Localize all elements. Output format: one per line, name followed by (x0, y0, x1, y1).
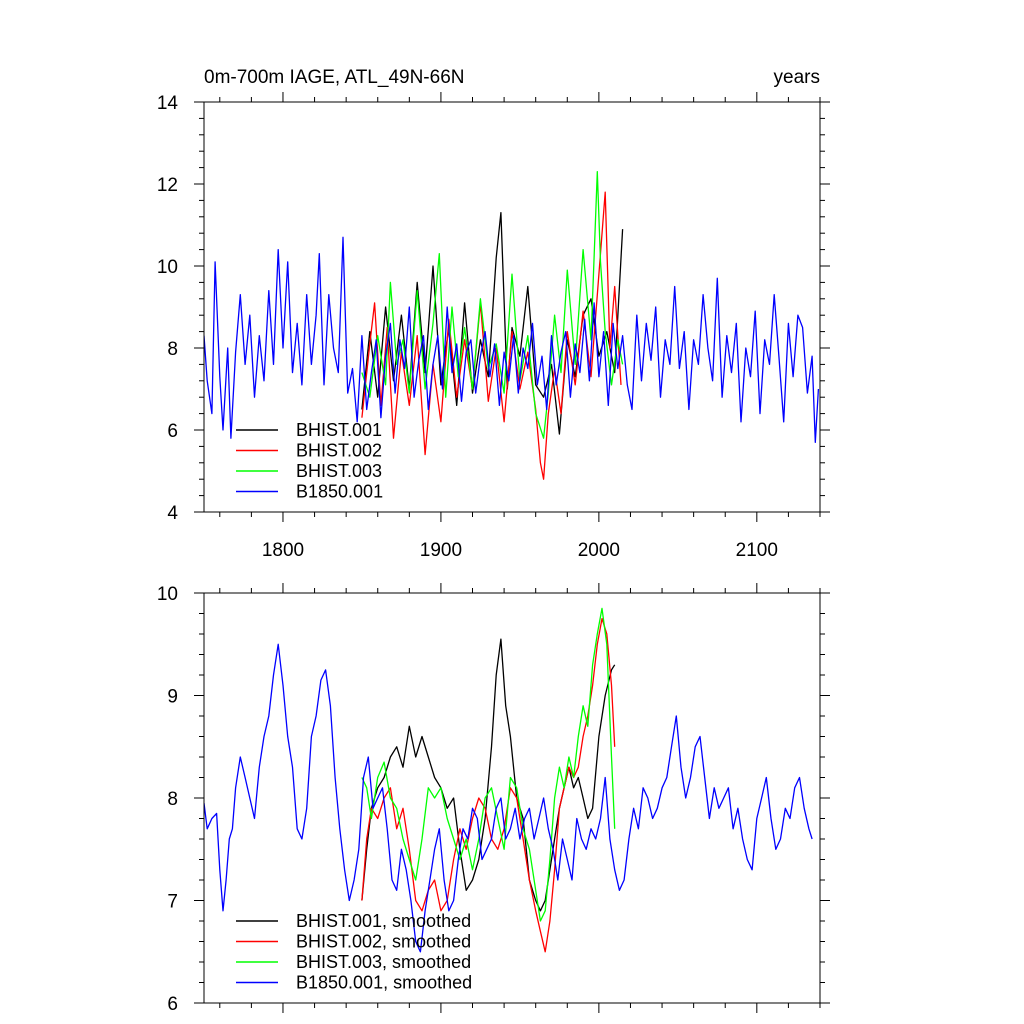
series-line (204, 236, 820, 443)
legend-label: BHIST.003 (296, 461, 382, 481)
plot-frame (203, 101, 821, 513)
series-line (361, 617, 616, 953)
x-tick-label: 2000 (578, 540, 620, 561)
y-tick-label: 10 (157, 257, 178, 278)
y-tick-label: 8 (167, 339, 178, 360)
y-tick-label: 7 (167, 892, 178, 913)
top-chart-panel: 0m-700m IAGE, ATL_49N-66N years 4 6 8 10 12 1… (157, 67, 830, 561)
x-tick-label: 2100 (736, 540, 778, 561)
y-tick-labels: 4 6 8 10 12 14 (157, 93, 179, 524)
plot-frame (203, 592, 821, 1004)
legend-label: BHIST.002, smoothed (296, 932, 471, 952)
legend-label: B1850.001 (296, 482, 383, 502)
axis-ticks (194, 583, 830, 1013)
legend-label: BHIST.003, smoothed (296, 952, 471, 972)
chart-right-title: years (774, 67, 820, 88)
y-tick-label: 9 (167, 687, 178, 708)
legend-label: BHIST.001 (296, 420, 382, 440)
x-tick-label: 1800 (262, 540, 304, 561)
y-tick-label: 6 (167, 994, 178, 1015)
series-line (361, 212, 624, 435)
series-line (361, 171, 624, 439)
y-tick-label: 14 (157, 93, 179, 114)
plot-area (204, 607, 813, 953)
legend-label: BHIST.001, smoothed (296, 911, 471, 931)
axis-ticks (194, 92, 830, 522)
y-tick-label: 8 (167, 789, 178, 810)
chart-title: 0m-700m IAGE, ATL_49N-66N (204, 67, 464, 88)
x-tick-label: 1900 (420, 540, 462, 561)
series-line (361, 607, 616, 922)
y-tick-label: 10 (157, 584, 178, 605)
series-line (204, 643, 813, 953)
series-line (361, 638, 616, 912)
y-tick-label: 12 (157, 175, 178, 196)
y-tick-label: 4 (167, 503, 178, 524)
x-tick-labels: 1800 1900 2000 2100 (262, 540, 778, 561)
y-tick-label: 6 (167, 421, 178, 442)
y-tick-labels: 6 7 8 9 10 (157, 584, 178, 1015)
legend-label: B1850.001, smoothed (296, 973, 472, 993)
legend-label: BHIST.002 (296, 441, 382, 461)
plot-area (204, 171, 820, 480)
